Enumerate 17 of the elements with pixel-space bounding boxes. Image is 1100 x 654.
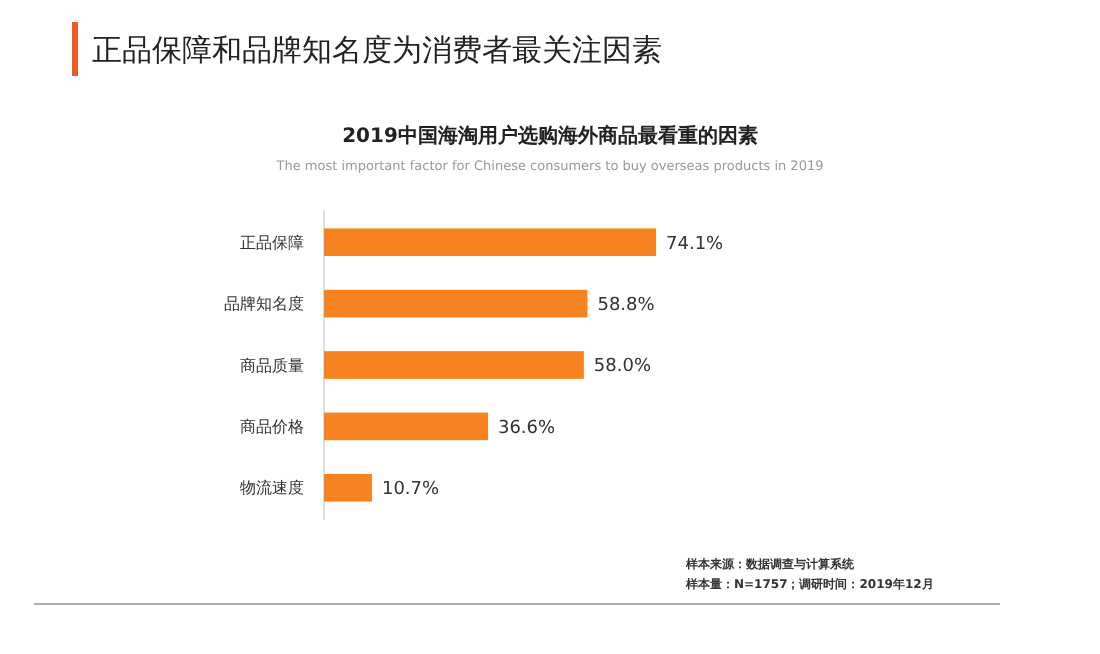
chart-title: 2019中国海淘用户选购海外商品最看重的因素 (342, 124, 758, 148)
bar (324, 289, 588, 318)
bar (324, 228, 656, 257)
data-label: 36.6% (497, 418, 557, 439)
bar (324, 351, 584, 379)
bar (324, 473, 372, 502)
data-label: 74.1% (666, 234, 725, 255)
data-label: 58.0% (593, 357, 652, 378)
y-tick-label: 正品保障 (240, 233, 304, 252)
bar (324, 412, 488, 441)
y-tick-label: 商品价格 (240, 417, 304, 436)
y-tick-label: 商品质量 (240, 356, 304, 375)
y-tick-label: 物流速度 (240, 479, 304, 498)
data-label: 58.8% (597, 295, 656, 316)
text: 正品保障和品牌知名度为消费者最关注因素 (92, 32, 662, 68)
y-tick-label: 品牌知名度 (224, 295, 304, 314)
data-label: 10.7% (381, 480, 441, 501)
